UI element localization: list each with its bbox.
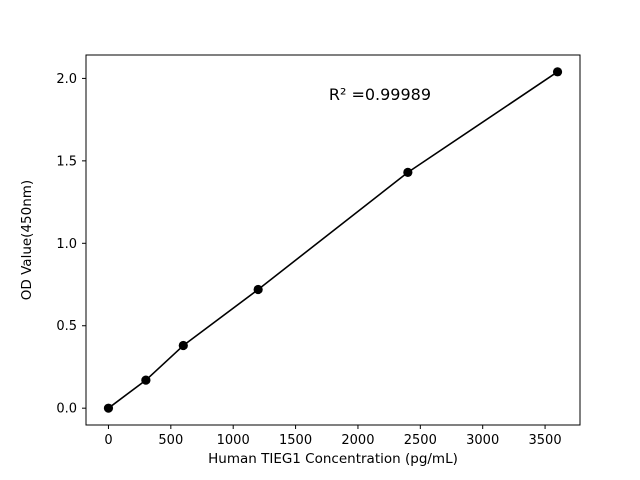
x-tick-label: 1000 bbox=[217, 433, 250, 448]
data-point bbox=[553, 67, 562, 76]
y-tick-label: 1.5 bbox=[56, 154, 77, 169]
data-point bbox=[179, 341, 188, 350]
x-tick-label: 2500 bbox=[404, 433, 437, 448]
r-squared-annotation: R² =0.99989 bbox=[329, 85, 431, 104]
data-point bbox=[403, 168, 412, 177]
elisa-standard-curve-figure: 0 500 1000 1500 2000 2500 3000 3500 0.0 0.5 1.0 1.5… bbox=[0, 0, 640, 480]
x-tick-label: 500 bbox=[158, 433, 183, 448]
y-tick-label: 2.0 bbox=[56, 72, 77, 87]
plot-area bbox=[86, 55, 580, 425]
x-tick-label: 3000 bbox=[466, 433, 499, 448]
x-tick-label: 2000 bbox=[341, 433, 374, 448]
x-tick-label: 0 bbox=[104, 433, 112, 448]
data-point bbox=[254, 285, 263, 294]
y-tick-label: 1.0 bbox=[56, 237, 77, 252]
y-tick-label: 0.0 bbox=[56, 402, 77, 417]
x-axis-label: Human TIEG1 Concentration (pg/mL) bbox=[208, 451, 458, 467]
x-tick-label: 3500 bbox=[529, 433, 562, 448]
y-axis-label: OD Value(450nm) bbox=[19, 180, 35, 300]
standard-curve-chart: 0 500 1000 1500 2000 2500 3000 3500 0.0 0.5 1.0 1.5… bbox=[0, 0, 640, 480]
x-tick-label: 1500 bbox=[279, 433, 312, 448]
data-point bbox=[104, 404, 113, 413]
y-tick-label: 0.5 bbox=[56, 319, 77, 334]
data-point bbox=[141, 376, 150, 385]
